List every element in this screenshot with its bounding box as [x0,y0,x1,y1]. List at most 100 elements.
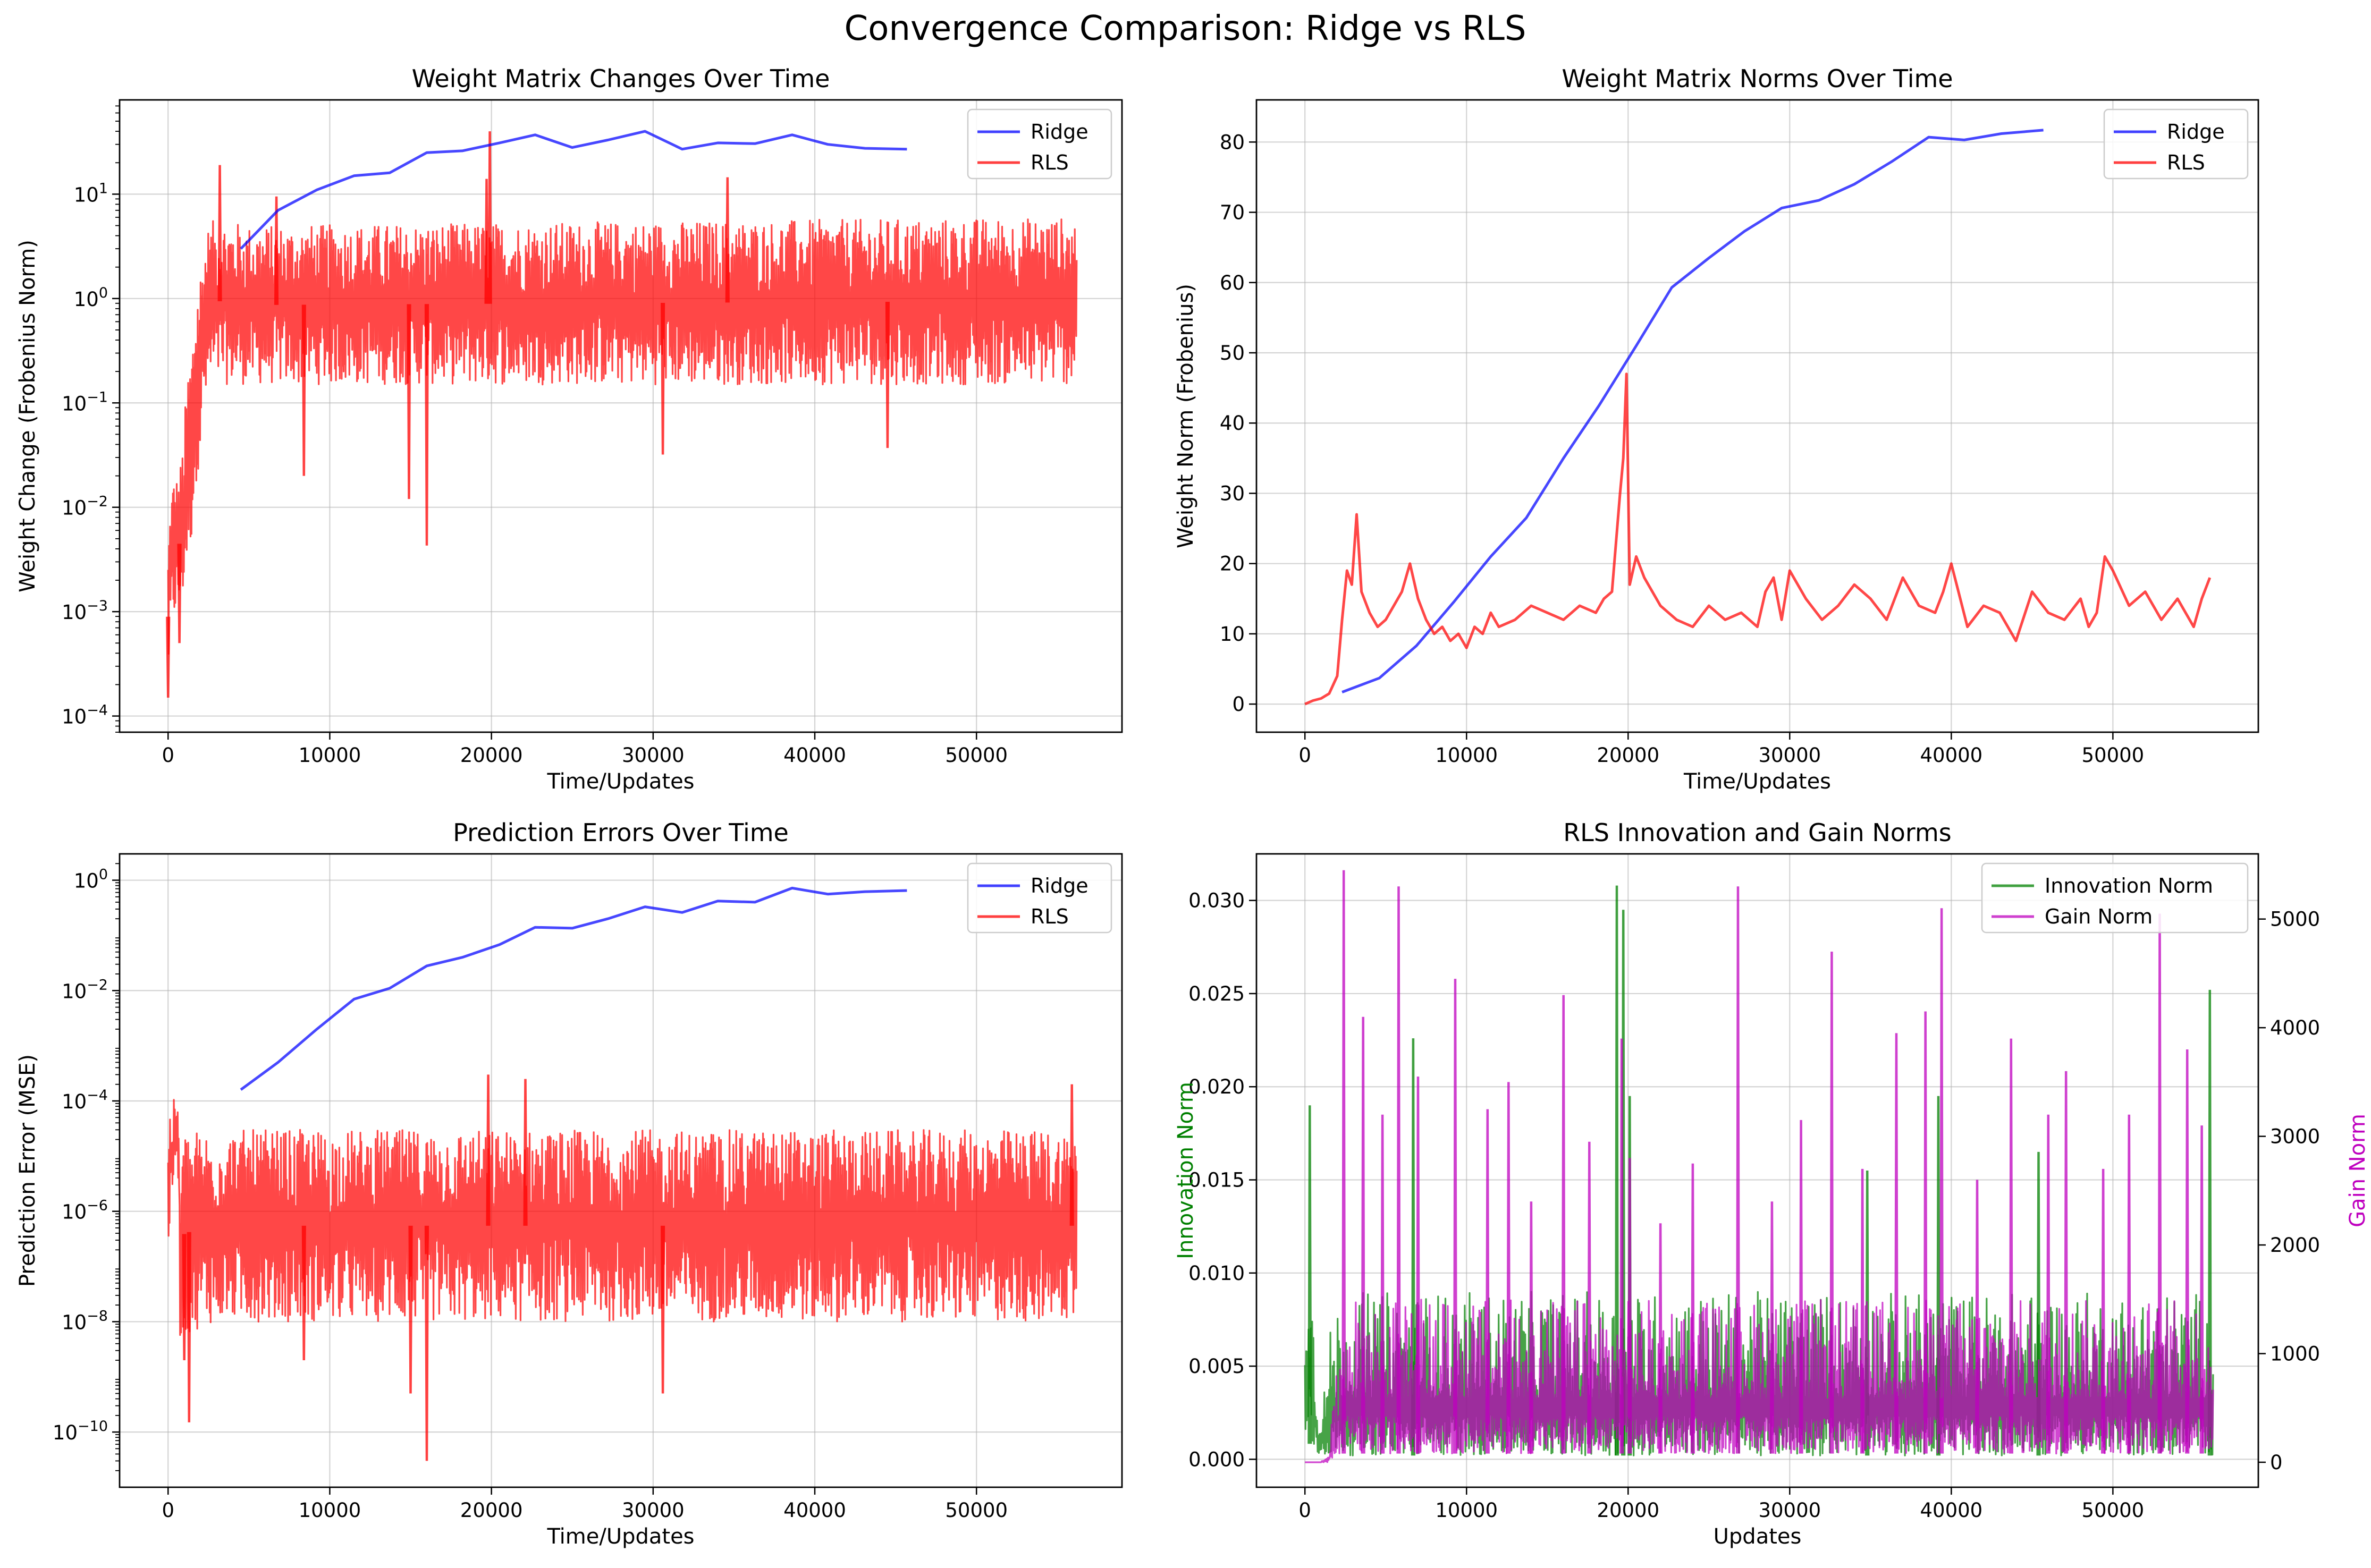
panel-title: Prediction Errors Over Time [453,818,789,847]
x-tick-label: 0 [1298,744,1311,767]
y-tick-label: 0.005 [1188,1355,1245,1378]
y-tick-exponent: −1 [87,389,108,405]
x-axis-label: Updates [1714,1524,1802,1549]
y-tick-label: 0.000 [1188,1448,1245,1471]
x-axis-label: Time/Updates [546,769,694,794]
legend-label: Gain Norm [2045,905,2153,928]
x-tick-label: 0 [162,744,174,767]
x-tick-label: 10000 [1435,1499,1498,1522]
series-group [1304,129,2212,706]
x-tick-label: 30000 [1758,1499,1821,1522]
x-tick-label: 10000 [299,744,361,767]
panels: 0 10000 20000 30000 40000 5000010−410−310−210… [15,64,2370,1549]
y-tick-exponent: −4 [87,1087,108,1104]
y-axis-label: Innovation Norm [1174,1082,1198,1259]
y-tick-label: 0.010 [1188,1262,1245,1285]
x-tick-label: 10000 [299,1499,361,1522]
x-tick-label: 20000 [460,744,523,767]
y-tick-exponent: −3 [87,598,108,614]
series-ridge [1341,129,2044,693]
y-tick-label: 100 [74,285,108,311]
x-tick-label: 30000 [622,1499,685,1522]
y-tick-label: 80 [1220,131,1245,154]
legend-label: RLS [1031,151,1069,174]
y-right-tick-label: 2000 [2270,1234,2320,1257]
series-gain-spikes [1341,870,2204,1454]
legend-label: RLS [2167,151,2205,174]
series-ridge [240,130,907,250]
x-tick-label: 0 [1298,1499,1311,1522]
x-tick-label: 30000 [622,744,685,767]
y-tick-label: 10 [1220,623,1245,646]
figure-title: Convergence Comparison: Ridge vs RLS [845,9,1526,48]
series-group [166,130,1078,698]
panel-prediction_errors: 0 10000 20000 30000 40000 5000010−1010−810−61… [15,818,1123,1549]
axes-frame [119,99,1123,733]
y-tick-exponent: −4 [87,702,108,719]
y-axis-label: Prediction Error (MSE) [15,1054,40,1287]
x-tick-label: 30000 [1758,744,1821,767]
y-tick-exponent: −2 [87,977,108,993]
y-right-axis-label: Gain Norm [2345,1114,2370,1227]
axes-frame [1255,99,2259,733]
series-innovation-spikes [1307,885,2212,1456]
x-tick-label: 20000 [1597,1499,1659,1522]
x-axis-label: Time/Updates [1683,769,1831,794]
y-tick-exponent: 1 [99,180,108,197]
y-tick-label: 20 [1220,553,1245,575]
series-rls [167,218,1078,655]
series-ridge [240,886,907,1091]
x-tick-label: 0 [162,1499,174,1522]
x-tick-label: 20000 [1597,744,1659,767]
y-tick-exponent: −8 [87,1308,108,1324]
y-tick-label: 60 [1220,272,1245,294]
y-right-tick-label: 1000 [2270,1343,2320,1366]
series-group [167,886,1078,1461]
y-tick-label: 0.025 [1188,982,1245,1005]
y-tick-label: 50 [1220,342,1245,365]
x-tick-label: 40000 [1920,1499,1982,1522]
grid [1256,100,2258,732]
x-tick-label: 40000 [783,1499,846,1522]
legend-box [1981,862,2249,934]
panel-title: Weight Matrix Changes Over Time [412,64,830,93]
x-tick-label: 40000 [1920,744,1982,767]
y-tick-exponent: −6 [87,1198,108,1214]
axes-frame [1255,853,2259,1488]
x-tick-label: 50000 [2082,744,2145,767]
panel-innovation_gain: 0 10000 20000 30000 40000 500000.0000.0050.01… [1174,818,2370,1549]
x-tick-label: 10000 [1435,744,1498,767]
panel-title: RLS Innovation and Gain Norms [1563,818,1952,847]
y-right-tick-label: 4000 [2270,1016,2320,1039]
y-tick-label: 0.015 [1188,1169,1245,1192]
legend-label: Innovation Norm [2045,874,2213,897]
series-rls [167,1099,1078,1336]
series-group [1304,870,2214,1463]
y-right-tick-label: 3000 [2270,1125,2320,1148]
y-right-tick-label: 5000 [2270,908,2320,931]
series-rls-spikes [166,131,890,698]
panel-weight_changes: 0 10000 20000 30000 40000 5000010−410−310−210… [15,64,1123,794]
y-tick-label: 0.020 [1188,1075,1245,1098]
y-axis-label: Weight Norm (Frobenius) [1174,284,1198,548]
x-axis-label: Time/Updates [546,1524,694,1549]
legend-label: Ridge [1031,120,1089,143]
x-tick-label: 20000 [460,1499,523,1522]
y-right-tick-label: 0 [2270,1451,2283,1474]
series-rls [1304,372,2212,706]
panel-title: Weight Matrix Norms Over Time [1562,64,1953,93]
y-tick-exponent: −2 [87,494,108,510]
y-tick-label: 40 [1220,412,1245,435]
y-axis-label: Weight Change (Frobenius Norm) [15,240,40,592]
y-tick-exponent: 0 [99,867,108,883]
y-tick-exponent: −10 [78,1418,108,1435]
y-tick-label: 0 [1232,693,1245,716]
series-rls-spikes [182,1074,1074,1461]
panel-weight_norms: 0 10000 20000 30000 40000 50000 0 10 20 30 40 50 60 7… [1174,64,2259,794]
legend-label: RLS [1031,905,1069,928]
x-tick-label: 40000 [783,744,846,767]
y-tick-label: 10−4 [62,1087,108,1113]
y-tick-label: 30 [1220,482,1245,505]
y-tick-label: 0.030 [1188,889,1245,912]
